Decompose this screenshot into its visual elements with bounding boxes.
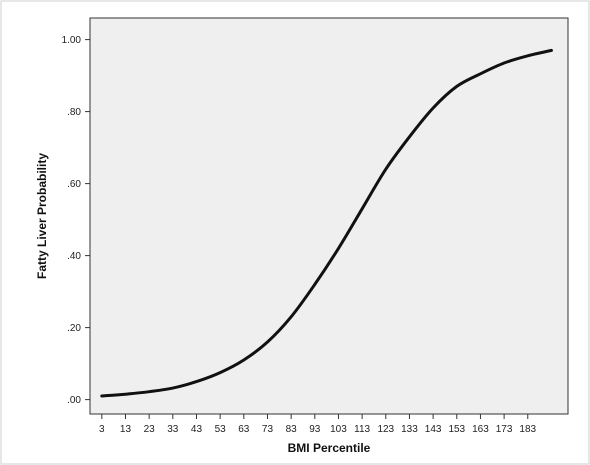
x-tick-label: 123 — [377, 424, 394, 435]
x-tick-label: 53 — [215, 424, 227, 435]
x-tick-label: 23 — [144, 424, 156, 435]
x-tick-label: 153 — [448, 424, 465, 435]
x-tick-label: 83 — [286, 424, 298, 435]
x-axis-title: BMI Percentile — [288, 441, 371, 455]
axes: 3 13 23 33 43 53 63 73 83 93 103 113 123 133 143 153 163… — [62, 35, 537, 435]
x-tick-label: 143 — [425, 424, 442, 435]
x-tick-label: 103 — [330, 424, 347, 435]
x-tick-label: 93 — [309, 424, 321, 435]
x-tick-label: 133 — [401, 424, 418, 435]
y-axis-title: Fatty Liver Probability — [35, 153, 49, 279]
x-tick-label: 183 — [519, 424, 536, 435]
x-tick-label: 73 — [262, 424, 274, 435]
y-tick-label: .60 — [67, 179, 81, 190]
y-tick-label: .00 — [67, 395, 81, 406]
x-tick-label: 43 — [191, 424, 203, 435]
y-tick-label: .80 — [67, 107, 81, 118]
y-tick-label: .40 — [67, 251, 81, 262]
series-line — [100, 48, 553, 398]
x-tick-label: 173 — [496, 424, 513, 435]
x-tick-label: 13 — [120, 424, 132, 435]
y-tick-label: 1.00 — [62, 35, 82, 46]
x-tick-label: 3 — [99, 424, 105, 435]
x-tick-label: 113 — [354, 424, 370, 435]
y-tick-label: .20 — [67, 323, 81, 334]
x-tick-label: 63 — [238, 424, 250, 435]
x-tick-label: 163 — [472, 424, 489, 435]
x-tick-label: 33 — [167, 424, 179, 435]
plot-area — [89, 17, 569, 415]
